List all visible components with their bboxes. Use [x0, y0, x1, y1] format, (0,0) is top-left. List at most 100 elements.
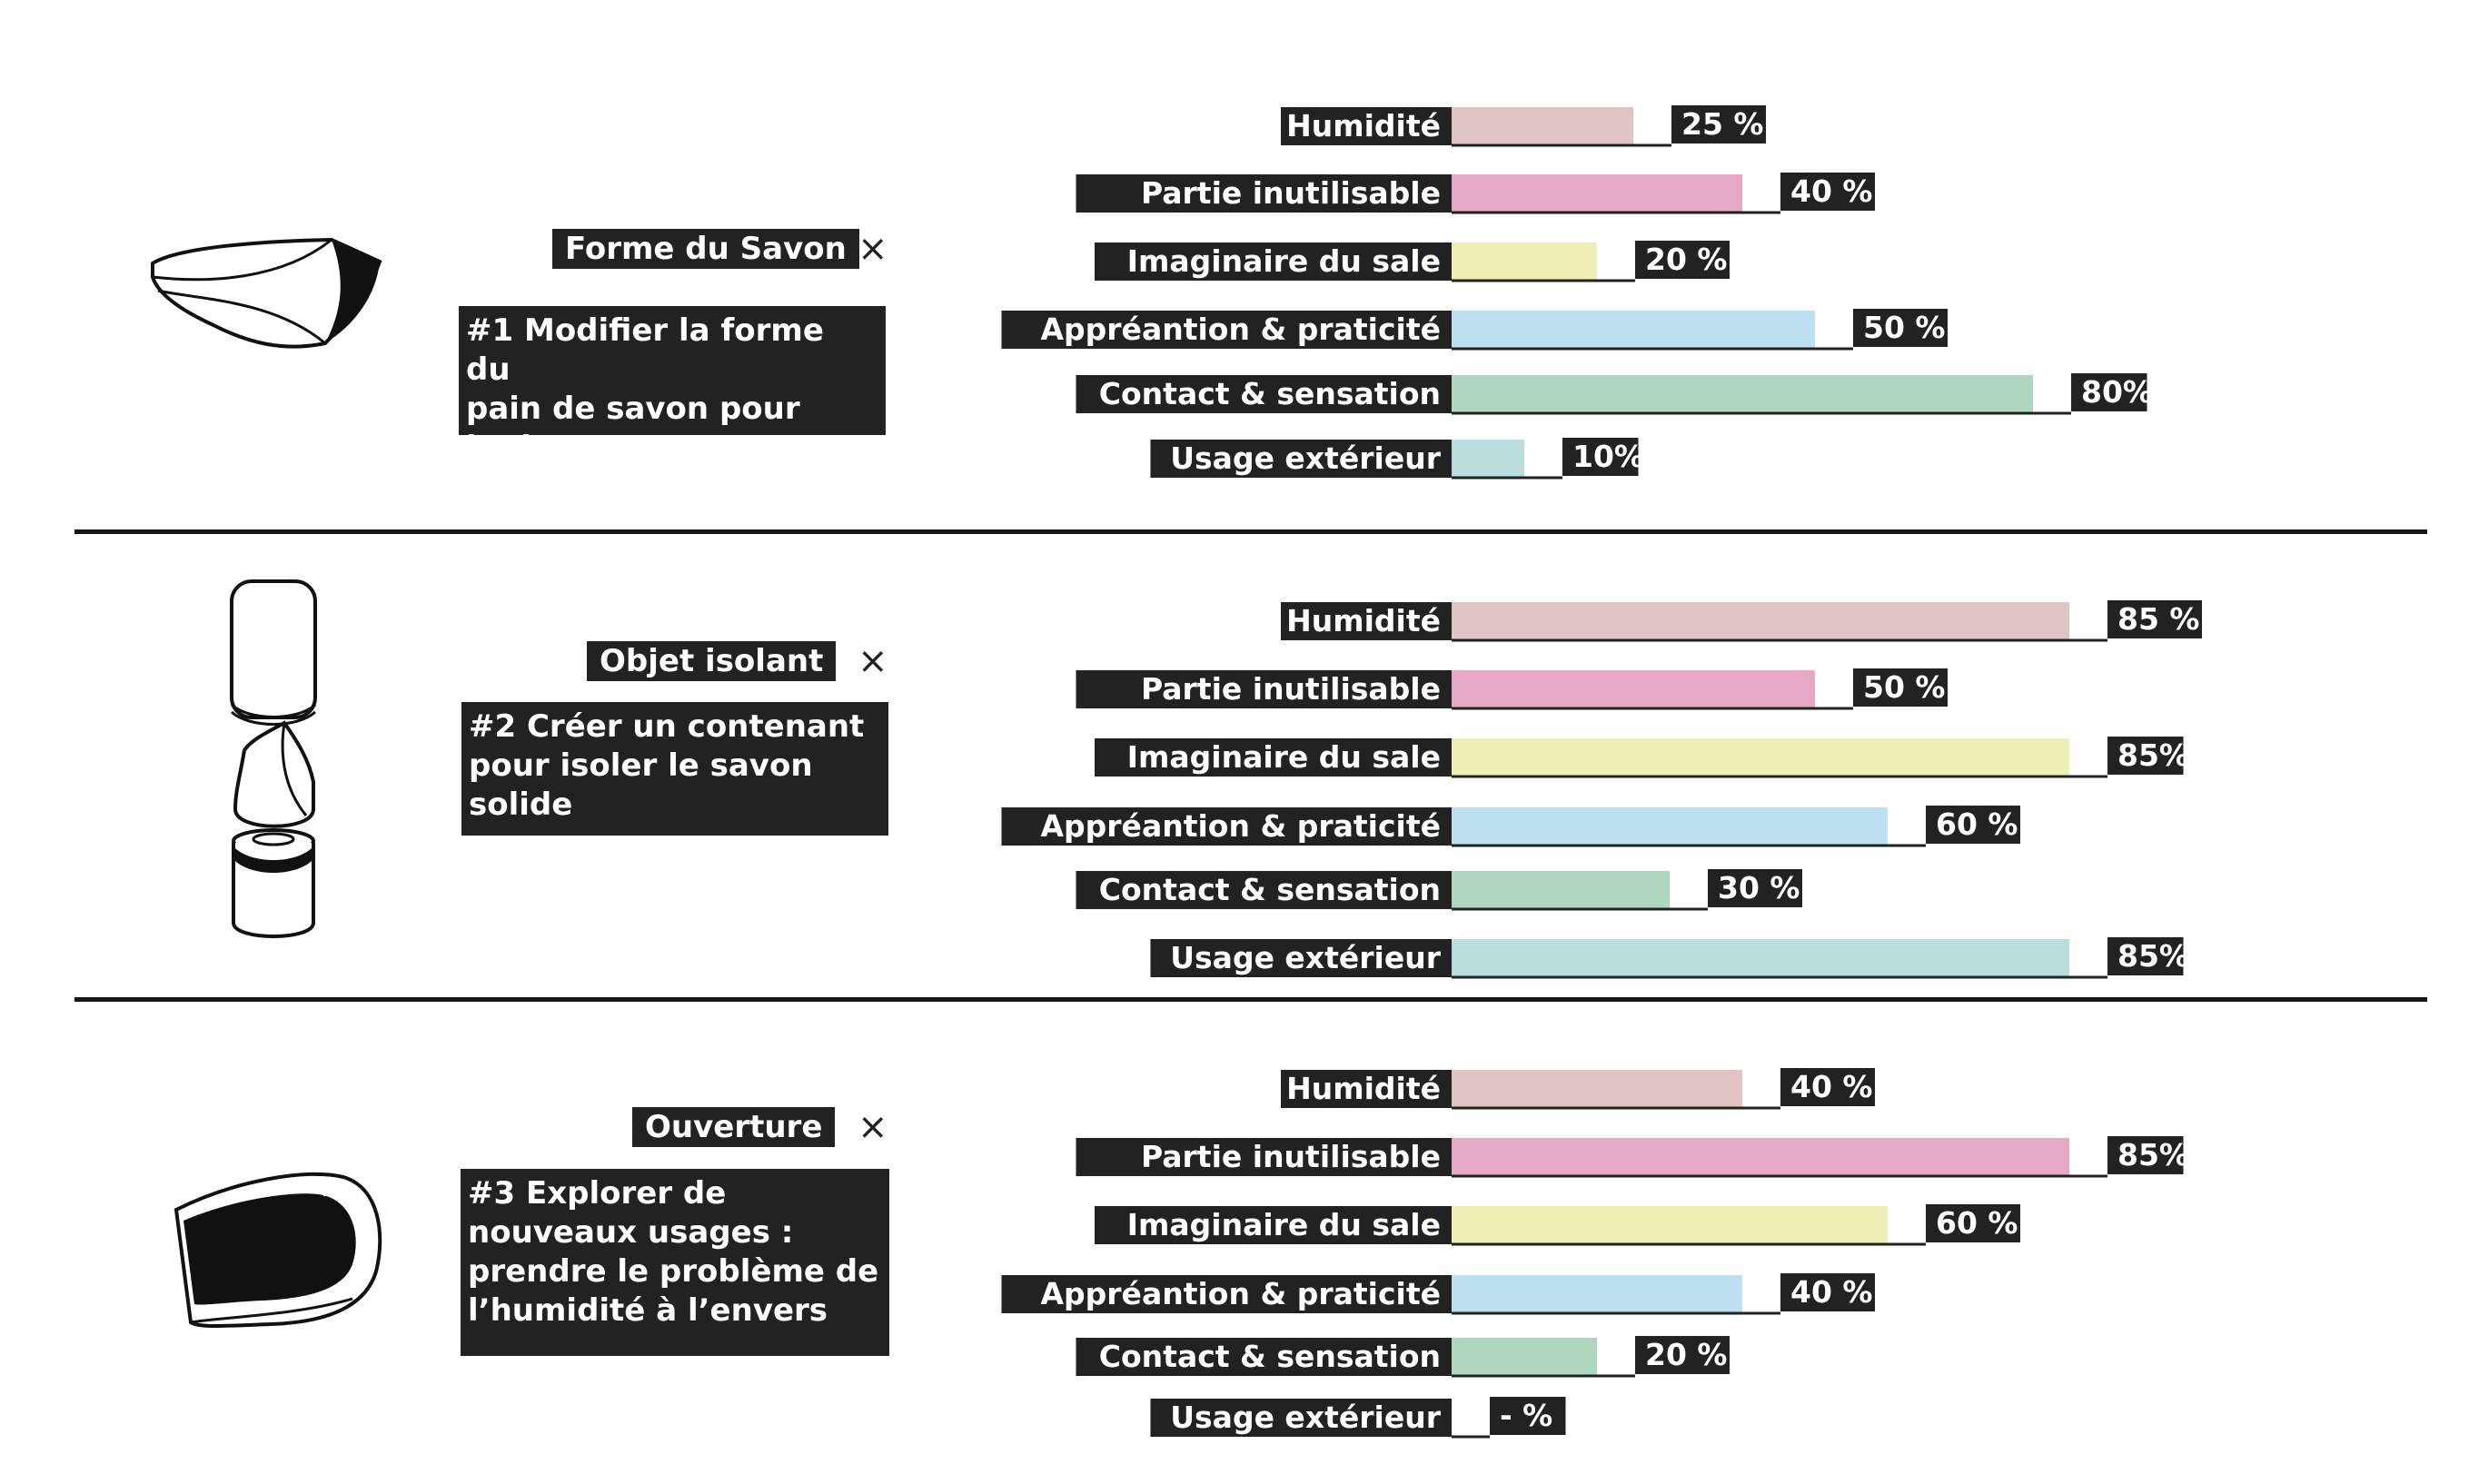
category-label: Partie inutilisable	[1076, 1138, 1452, 1176]
value-label: 85%	[2107, 1136, 2189, 1174]
value-label: 60 %	[1926, 806, 2020, 844]
section-description: #1 Modifier la forme du pain de savon po…	[459, 306, 886, 466]
close-icon[interactable]: ×	[858, 640, 888, 682]
category-label: Contact & sensation	[1076, 871, 1452, 909]
section-description: #3 Explorer de nouveaux usages : prendre…	[461, 1169, 889, 1356]
category-label: Appréantion & praticité	[1001, 311, 1452, 349]
section-tag: Ouverture	[632, 1107, 836, 1147]
category-label: Contact & sensation	[1076, 1338, 1452, 1376]
close-icon[interactable]: ×	[858, 1106, 888, 1148]
svg-text:Usage extérieur: Usage extérieur	[1170, 1400, 1441, 1435]
bar	[1452, 1206, 1888, 1244]
category-label: Humidité	[1281, 107, 1452, 145]
svg-text:40 %: 40 %	[1790, 1274, 1872, 1310]
bar	[1452, 1275, 1742, 1313]
close-icon[interactable]: ×	[858, 228, 888, 270]
category-label: Usage extérieur	[1150, 1399, 1452, 1437]
value-label: 40 %	[1780, 1273, 1875, 1311]
svg-text:Humidité: Humidité	[1286, 108, 1441, 143]
category-label: Appréantion & praticité	[1001, 1275, 1452, 1313]
svg-text:30 %: 30 %	[1718, 870, 1800, 905]
chart-1: Humidité 25 % Partie inutilisable 40 % Imagi…	[1001, 105, 2153, 480]
svg-text:40 %: 40 %	[1790, 173, 1872, 209]
value-label: 60 %	[1926, 1204, 2020, 1242]
value-label: 30 %	[1708, 869, 1802, 907]
svg-text:Usage extérieur: Usage extérieur	[1170, 940, 1441, 975]
value-label: 20 %	[1635, 1336, 1730, 1374]
svg-text:Partie inutilisable: Partie inutilisable	[1141, 1139, 1441, 1174]
svg-text:85%: 85%	[2117, 938, 2189, 974]
svg-text:85%: 85%	[2117, 737, 2189, 773]
svg-text:- %: - %	[1500, 1398, 1552, 1433]
bar	[1452, 311, 1815, 349]
bar	[1452, 107, 1633, 145]
section-divider	[74, 997, 2427, 1002]
svg-text:Humidité: Humidité	[1286, 1071, 1441, 1106]
category-label: Partie inutilisable	[1076, 174, 1452, 213]
value-label: 50 %	[1853, 309, 1948, 347]
bar	[1452, 602, 2069, 640]
bar	[1452, 807, 1888, 846]
value-label: 40 %	[1780, 173, 1875, 211]
svg-text:50 %: 50 %	[1863, 669, 1945, 705]
value-label: 85%	[2107, 737, 2189, 775]
bar	[1452, 375, 2033, 413]
value-label: 20 %	[1635, 241, 1730, 279]
chart-2: Humidité 85 % Partie inutilisable 50 % Imagi…	[1001, 600, 2202, 979]
bar	[1452, 1338, 1597, 1376]
section-divider	[74, 529, 2427, 534]
section-description: #2 Créer un contenant pour isoler le sav…	[461, 702, 888, 836]
bar	[1452, 738, 2069, 777]
bar	[1452, 174, 1742, 213]
section-tag: Forme du Savon	[552, 229, 859, 269]
category-label: Humidité	[1281, 1070, 1452, 1108]
category-label: Humidité	[1281, 602, 1452, 640]
svg-text:60 %: 60 %	[1936, 806, 2018, 842]
bar	[1452, 1138, 2069, 1176]
svg-text:Partie inutilisable: Partie inutilisable	[1141, 175, 1441, 211]
svg-text:Contact & sensation: Contact & sensation	[1099, 872, 1441, 907]
category-label: Imaginaire du sale	[1095, 738, 1452, 777]
svg-text:Appréantion & praticité: Appréantion & praticité	[1041, 312, 1442, 347]
value-label: 50 %	[1853, 668, 1948, 707]
category-label: Imaginaire du sale	[1095, 1206, 1452, 1244]
category-label: Contact & sensation	[1076, 375, 1452, 413]
svg-text:Humidité: Humidité	[1286, 603, 1441, 638]
section-tag: Objet isolant	[587, 641, 837, 681]
svg-text:Appréantion & praticité: Appréantion & praticité	[1041, 1276, 1442, 1311]
svg-text:Contact & sensation: Contact & sensation	[1099, 376, 1441, 411]
svg-text:Contact & sensation: Contact & sensation	[1099, 1339, 1441, 1374]
bar	[1452, 1070, 1742, 1108]
bar	[1452, 440, 1524, 478]
value-label: 85%	[2107, 937, 2189, 975]
bar	[1452, 871, 1670, 909]
svg-text:60 %: 60 %	[1936, 1205, 2018, 1241]
value-label: 40 %	[1780, 1068, 1875, 1106]
svg-text:Appréantion & praticité: Appréantion & praticité	[1041, 808, 1442, 844]
svg-text:Usage extérieur: Usage extérieur	[1170, 440, 1441, 476]
bar	[1452, 670, 1815, 708]
svg-text:Imaginaire du sale: Imaginaire du sale	[1127, 1207, 1441, 1242]
svg-text:40 %: 40 %	[1790, 1069, 1872, 1104]
value-label: 85 %	[2107, 600, 2202, 638]
svg-text:Imaginaire du sale: Imaginaire du sale	[1127, 739, 1441, 775]
category-label: Imaginaire du sale	[1095, 242, 1452, 281]
chart-3: Humidité 40 % Partie inutilisable 85% Imagin…	[1001, 1068, 2189, 1439]
svg-text:85 %: 85 %	[2117, 601, 2199, 637]
svg-text:Imaginaire du sale: Imaginaire du sale	[1127, 243, 1441, 279]
svg-text:20 %: 20 %	[1645, 1337, 1727, 1372]
svg-text:85%: 85%	[2117, 1137, 2189, 1172]
svg-text:25 %: 25 %	[1681, 106, 1763, 142]
bar	[1452, 939, 2069, 977]
category-label: Partie inutilisable	[1076, 670, 1452, 708]
category-label: Appréantion & praticité	[1001, 807, 1452, 846]
bar	[1452, 242, 1597, 281]
value-label: 10%	[1562, 438, 1644, 476]
value-label: - %	[1490, 1397, 1566, 1435]
svg-text:50 %: 50 %	[1863, 310, 1945, 345]
svg-text:80%: 80%	[2081, 374, 2153, 410]
value-label: 25 %	[1671, 105, 1766, 143]
category-label: Usage extérieur	[1150, 440, 1452, 478]
svg-text:Partie inutilisable: Partie inutilisable	[1141, 671, 1441, 707]
soap-bar-icon	[145, 227, 409, 367]
